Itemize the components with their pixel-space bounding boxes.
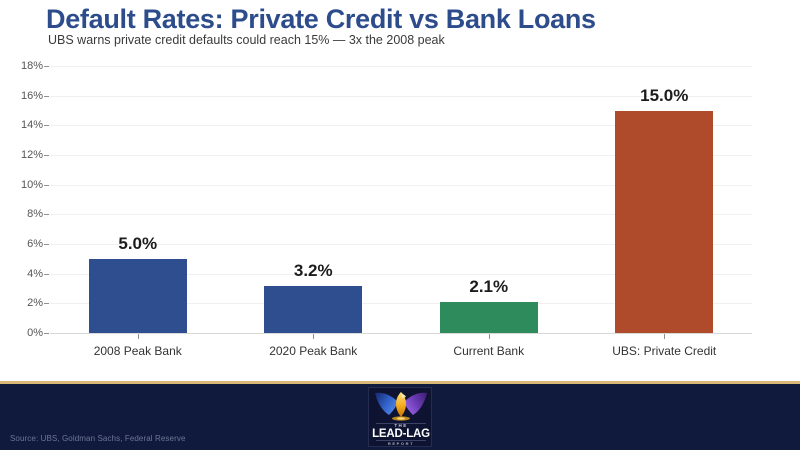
y-axis-tick-mark xyxy=(44,214,49,216)
x-axis-tick-label: 2020 Peak Bank xyxy=(269,344,358,358)
y-axis-tick-label: 4% xyxy=(27,267,43,280)
gridline xyxy=(50,244,752,245)
y-axis-tick-label: 2% xyxy=(27,297,43,310)
gridline xyxy=(50,95,752,97)
y-axis-tick-label: 6% xyxy=(27,238,43,250)
y-axis-tick-mark xyxy=(44,125,49,127)
y-axis-tick-label: 8% xyxy=(27,208,43,221)
x-axis-tick-mark xyxy=(664,334,666,339)
logo-report-text: REPORT xyxy=(387,441,415,446)
y-axis-tick-mark xyxy=(44,273,49,275)
eagle-icon xyxy=(375,392,427,421)
y-axis-tick-label: 14% xyxy=(20,119,43,132)
y-axis-tick-mark xyxy=(44,95,49,97)
gridline xyxy=(50,333,752,334)
footer-divider xyxy=(0,381,800,384)
y-axis-tick-mark xyxy=(44,303,49,305)
gridline xyxy=(50,273,752,275)
gridline xyxy=(50,214,752,216)
lead-lag-report-logo: THE LEAD-LAG REPORT xyxy=(368,387,432,447)
y-axis-tick-mark xyxy=(44,184,49,186)
y-axis-tick-label: 18% xyxy=(20,60,43,72)
bar[interactable]: 2.1% xyxy=(439,277,538,333)
bar-value-label: 5.0% xyxy=(118,233,158,253)
gridline xyxy=(50,303,752,305)
gridline xyxy=(50,66,752,67)
y-axis-tick-mark xyxy=(44,155,49,156)
source-attribution: Source: UBS, Goldman Sachs, Federal Rese… xyxy=(10,434,186,443)
x-axis-tick-label: Current Bank xyxy=(453,344,525,358)
y-axis-tick-mark xyxy=(44,244,49,245)
gridline xyxy=(50,184,752,186)
x-axis-tick-mark xyxy=(313,334,315,339)
chart-subtitle: UBS warns private credit defaults could … xyxy=(48,33,445,47)
logo-name-text: LEAD-LAG xyxy=(372,428,430,440)
bar-value-label: 15.0% xyxy=(640,85,689,105)
logo-the-text: THE xyxy=(394,423,408,428)
x-axis-tick-label: 2008 Peak Bank xyxy=(93,344,182,358)
bar-value-label: 3.2% xyxy=(293,260,333,280)
y-axis-tick-label: 16% xyxy=(20,89,43,102)
y-axis-tick-label: 0% xyxy=(27,327,43,339)
x-axis-tick-label: UBS: Private Credit xyxy=(612,344,717,358)
bar[interactable]: 3.2% xyxy=(264,261,363,333)
gridline xyxy=(50,155,752,156)
x-axis-tick-mark xyxy=(137,334,139,339)
plot-area: 5.0% 3.2% 2.1% 15.0% xyxy=(50,66,752,334)
y-axis-tick-mark xyxy=(44,333,49,334)
bar[interactable]: 5.0% xyxy=(88,234,187,333)
x-axis-tick-mark xyxy=(488,334,490,339)
bar-value-label: 2.1% xyxy=(469,276,509,296)
bar[interactable]: 15.0% xyxy=(615,86,714,333)
y-axis-tick-mark xyxy=(44,66,49,67)
page-title: Default Rates: Private Credit vs Bank Lo… xyxy=(46,4,596,34)
gridline xyxy=(50,125,752,127)
y-axis-tick-label: 10% xyxy=(20,178,43,191)
y-axis-tick-label: 12% xyxy=(20,149,43,161)
